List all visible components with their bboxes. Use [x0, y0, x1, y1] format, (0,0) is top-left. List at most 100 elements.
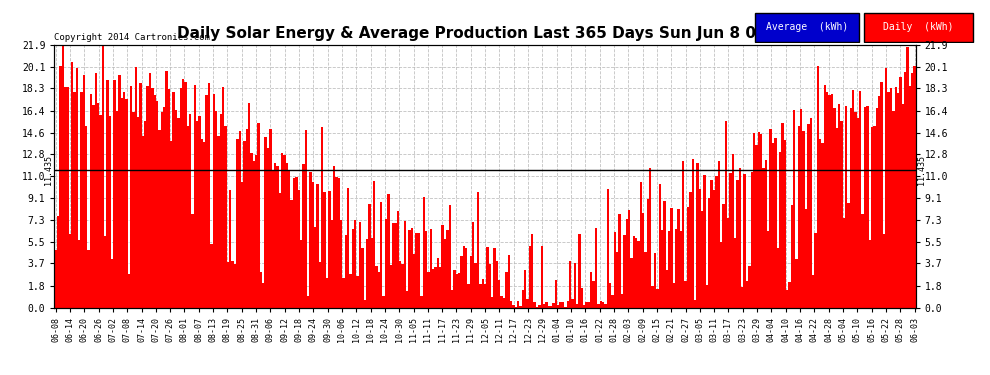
Bar [442, 225, 444, 308]
Bar [612, 296, 614, 307]
Bar [585, 302, 588, 307]
Bar [170, 141, 172, 308]
Bar [319, 262, 321, 308]
Bar [406, 291, 409, 308]
Bar [151, 88, 153, 308]
Bar [298, 190, 300, 308]
Bar [486, 247, 489, 308]
Bar [512, 305, 515, 308]
Bar [455, 274, 458, 308]
Bar [909, 86, 911, 308]
Text: 11.435: 11.435 [918, 155, 927, 185]
Bar [737, 180, 739, 308]
Bar [489, 264, 491, 308]
Bar [232, 261, 234, 308]
Bar [914, 66, 916, 308]
Bar [815, 233, 817, 308]
Bar [774, 138, 776, 308]
Bar [420, 296, 423, 307]
Bar [793, 110, 795, 308]
Bar [692, 159, 694, 308]
Bar [300, 240, 302, 308]
Bar [653, 253, 656, 308]
Bar [387, 194, 389, 308]
Bar [189, 114, 191, 308]
Bar [375, 267, 378, 308]
Bar [453, 270, 455, 308]
Bar [416, 233, 418, 308]
Bar [333, 166, 336, 308]
Bar [210, 244, 213, 308]
Bar [757, 132, 760, 308]
Bar [708, 198, 711, 308]
Bar [701, 211, 703, 308]
Bar [409, 230, 411, 308]
Bar [887, 92, 890, 308]
Bar [239, 131, 241, 308]
Bar [470, 256, 472, 308]
Bar [90, 94, 92, 308]
Bar [331, 220, 333, 308]
Bar [281, 153, 283, 308]
Bar [95, 74, 97, 308]
Bar [592, 281, 595, 308]
Bar [340, 220, 343, 308]
Bar [80, 92, 83, 308]
Bar [784, 140, 786, 308]
Bar [498, 280, 500, 308]
Bar [276, 166, 278, 308]
Bar [890, 88, 892, 308]
Bar [78, 240, 80, 308]
Bar [779, 152, 781, 308]
Bar [522, 290, 524, 308]
Bar [743, 174, 745, 308]
Bar [116, 111, 118, 308]
Bar [626, 219, 628, 308]
Bar [508, 255, 510, 308]
Bar [899, 77, 902, 308]
Bar [418, 233, 420, 308]
Bar [271, 171, 274, 308]
Bar [130, 86, 133, 308]
Bar [844, 106, 847, 307]
Bar [467, 284, 470, 308]
Bar [812, 275, 815, 308]
Bar [600, 302, 602, 307]
Bar [345, 235, 347, 308]
Bar [871, 128, 873, 308]
Bar [368, 204, 370, 308]
Bar [819, 139, 822, 308]
Bar [621, 294, 623, 307]
Bar [755, 145, 757, 308]
Bar [510, 301, 512, 307]
Bar [842, 218, 844, 308]
Bar [834, 108, 836, 307]
Bar [458, 273, 460, 308]
Bar [114, 80, 116, 308]
Bar [446, 230, 448, 308]
Bar [723, 204, 725, 308]
Bar [380, 202, 382, 308]
Bar [883, 234, 885, 308]
Bar [347, 188, 349, 308]
Bar [588, 303, 590, 307]
Bar [805, 209, 807, 308]
Bar [264, 137, 267, 308]
Bar [227, 262, 229, 308]
Bar [534, 302, 536, 307]
Bar [725, 122, 727, 308]
Bar [269, 129, 271, 308]
Bar [430, 229, 432, 308]
Bar [338, 178, 340, 308]
Bar [184, 82, 186, 308]
Bar [880, 82, 883, 308]
Bar [644, 252, 646, 308]
Bar [656, 289, 658, 308]
Bar [257, 123, 259, 308]
Bar [295, 177, 298, 308]
Bar [675, 229, 677, 308]
Bar [148, 74, 151, 308]
Bar [713, 189, 715, 308]
Bar [165, 71, 167, 308]
Bar [404, 221, 406, 308]
